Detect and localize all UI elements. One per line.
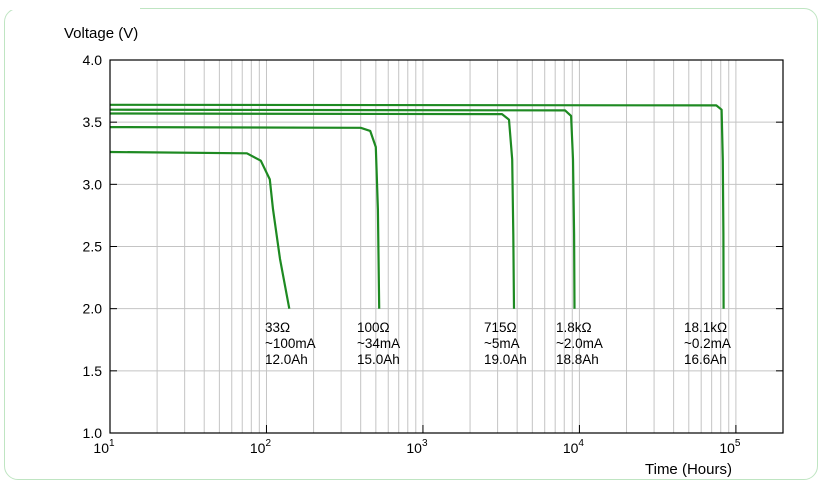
- y-ticks: 1.0 1.5 2.0 2.5 3.0 3.5 4.0: [83, 52, 783, 441]
- y-tick-label: 1.5: [83, 363, 103, 379]
- x-tick-label: 104: [563, 438, 585, 456]
- y-tick-label: 3.0: [83, 176, 103, 192]
- y-tick-label: 3.5: [83, 114, 103, 130]
- series-annotation-2: 100Ω ~34mA 15.0Ah: [357, 320, 400, 367]
- series-annotation-5: 18.1kΩ ~0.2mA 16.6Ah: [684, 320, 731, 367]
- series-line-4: [109, 108, 576, 309]
- x-ticks: 101 102 103 104 105: [93, 425, 741, 456]
- x-tick-label: 101: [93, 438, 115, 456]
- y-tick-label: 4.0: [83, 52, 103, 68]
- y-axis-label: Voltage (V): [64, 25, 138, 42]
- x-tick-label: 102: [250, 438, 272, 456]
- series-line-2: [109, 126, 381, 309]
- series-group: [109, 103, 725, 309]
- series-line-3: [109, 112, 516, 309]
- grid: [110, 60, 783, 433]
- series-annotation-3: 715Ω ~5mA 19.0Ah: [484, 320, 527, 367]
- y-tick-label: 1.0: [83, 425, 103, 441]
- title-strip: [0, 0, 140, 10]
- series-annotation-4: 1.8kΩ ~2.0mA 18.8Ah: [556, 320, 603, 367]
- y-tick-label: 2.0: [83, 301, 103, 317]
- y-tick-label: 2.5: [83, 239, 103, 255]
- x-tick-label: 103: [406, 438, 428, 456]
- x-tick-label: 105: [719, 438, 741, 456]
- x-axis-label: Time (Hours): [645, 461, 732, 478]
- annotations: 33Ω ~100mA 12.0Ah 100Ω ~34mA 15.0Ah 715Ω ~5mA 19…: [265, 320, 731, 367]
- series-line-1: [109, 150, 291, 309]
- series-line-5: [109, 103, 725, 309]
- series-annotation-1: 33Ω ~100mA 12.0Ah: [265, 320, 316, 367]
